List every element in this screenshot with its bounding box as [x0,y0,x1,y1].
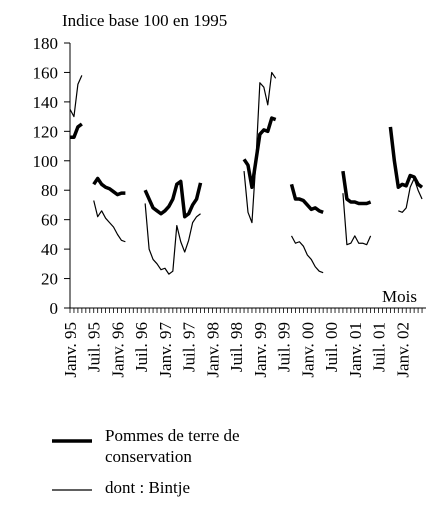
x-tick-label: Janv. 97 [156,322,175,378]
x-tick-label: Juil. 99 [275,322,294,372]
x-tick-label: Juil. 00 [322,322,341,372]
y-tick-label: 0 [50,299,59,318]
x-axis-label: Mois [382,287,417,306]
y-tick-label: 80 [41,181,58,200]
y-axis-label: Indice base 100 en 1995 [62,11,227,30]
y-tick-label: 100 [33,152,59,171]
x-tick-label: Juil. 95 [85,322,104,372]
legend-label: dont : Bintje [105,478,190,497]
y-tick-label: 140 [33,93,59,112]
y-tick-label: 40 [41,240,58,259]
x-tick-label: Juil. 96 [132,322,151,372]
series-line [69,71,423,275]
x-tick-label: Janv. 96 [108,322,127,378]
x-tick-label: Juil. 98 [227,322,246,372]
x-tick-label: Janv. 01 [346,322,365,378]
y-tick-label: 60 [41,211,58,230]
y-tick-label: 180 [33,34,59,53]
x-tick-label: Janv. 99 [251,322,270,378]
series-line [70,116,424,219]
y-tick-label: 120 [33,122,59,141]
x-tick-label: Janv. 02 [393,322,412,378]
x-tick-label: Juil. 01 [370,322,389,372]
legend-label: Pommes de terre de conservation [105,426,240,466]
x-tick-label: Janv. 95 [61,322,80,378]
x-tick-label: Janv. 98 [203,322,222,378]
x-tick-label: Janv. 00 [298,322,317,378]
y-tick-label: 160 [33,63,59,82]
x-tick-label: Juil. 97 [180,322,199,373]
y-tick-label: 20 [41,270,58,289]
